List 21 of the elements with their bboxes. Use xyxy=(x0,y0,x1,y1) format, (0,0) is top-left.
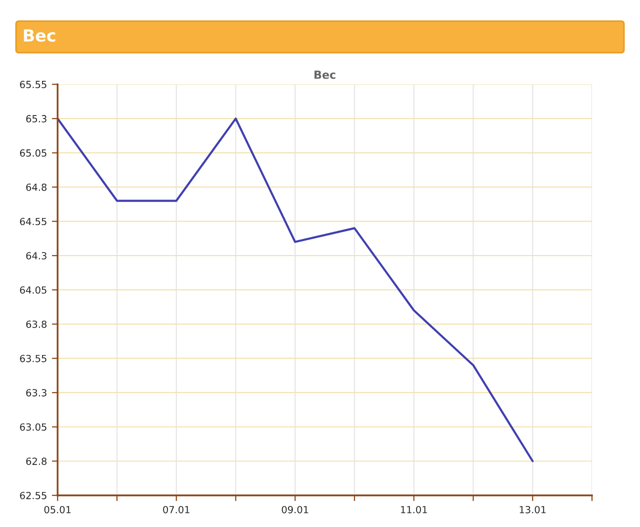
x-tick-label: 07.01 xyxy=(163,506,190,514)
y-tick-label: 65.55 xyxy=(20,80,46,88)
x-tick-label: 09.01 xyxy=(282,506,308,514)
y-tick-label: 63.55 xyxy=(20,354,46,362)
y-tick-label: 65.05 xyxy=(20,149,46,157)
y-tick-label: 62.55 xyxy=(20,492,46,500)
x-tick-label: 05.01 xyxy=(44,506,71,514)
x-tick-label: 13.01 xyxy=(520,506,546,514)
y-tick-label: 64.3 xyxy=(26,252,46,260)
y-tick-label: 62.8 xyxy=(26,458,47,465)
x-tick-label: 11.01 xyxy=(401,506,427,514)
chart-subtitle: Вес xyxy=(314,70,336,79)
y-tick-label: 63.3 xyxy=(26,389,46,396)
line-series xyxy=(58,118,534,462)
y-tick-label: 63.8 xyxy=(26,320,47,328)
y-tick-label: 63.05 xyxy=(20,423,46,431)
y-tick-label: 65.3 xyxy=(26,115,46,122)
chart-title: Вес xyxy=(24,29,56,42)
y-tick-label: 64.55 xyxy=(20,218,46,226)
y-tick-label: 64.8 xyxy=(26,184,47,191)
y-tick-label: 64.05 xyxy=(20,286,46,294)
